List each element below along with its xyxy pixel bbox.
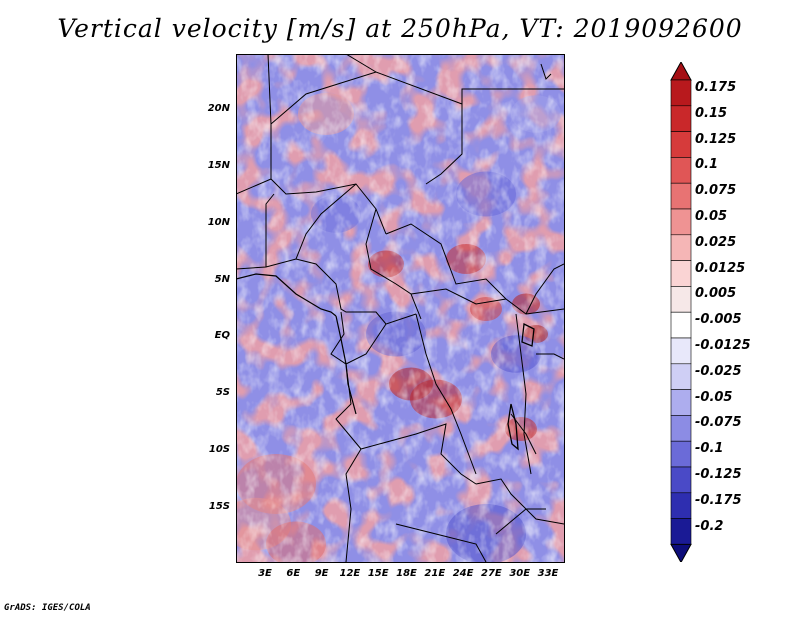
- longitude-label: 24E: [452, 568, 474, 579]
- colorbar-segment: [670, 234, 692, 261]
- colorbar-segment: [670, 131, 692, 158]
- colorbar-segment: [670, 492, 692, 519]
- longitude-label: 15E: [367, 568, 389, 579]
- longitude-label: 33E: [537, 568, 559, 579]
- colorbar-label: -0.025: [695, 363, 742, 379]
- latitude-label: 5S: [215, 387, 230, 398]
- colorbar-segment: [670, 286, 692, 313]
- colorbar: [670, 62, 692, 562]
- grads-credit: GrADS: IGES/COLA: [4, 603, 91, 613]
- colorbar-min-arrow: [670, 543, 692, 562]
- longitude-label: 9E: [314, 568, 329, 579]
- colorbar-segment: [670, 337, 692, 365]
- colorbar-label: 0.1: [695, 157, 719, 173]
- latitude-label: 10N: [207, 217, 230, 228]
- latitude-label: 10S: [208, 444, 230, 455]
- longitude-label: 27E: [481, 568, 502, 579]
- colorbar-segment: [670, 105, 692, 132]
- colorbar-segment: [670, 79, 692, 107]
- colorbar-label: 0.025: [695, 234, 737, 250]
- longitude-label: 30E: [509, 568, 531, 579]
- colorbar-label: -0.2: [695, 518, 724, 534]
- longitude-label: 6E: [286, 568, 301, 579]
- coastline-lakes: [236, 273, 535, 451]
- colorbar-label: -0.175: [695, 492, 742, 508]
- country-boundaries: [236, 54, 564, 562]
- colorbar-label: -0.075: [695, 415, 742, 431]
- colorbar-segment: [670, 440, 692, 468]
- longitude-label: 12E: [339, 568, 361, 579]
- colorbar-label: 0.15: [695, 105, 728, 121]
- colorbar-segment: [670, 260, 692, 287]
- colorbar-segment: [670, 311, 692, 339]
- map-plot-area: [236, 54, 564, 562]
- longitude-label: 3E: [258, 568, 272, 579]
- latitude-label: 20N: [207, 103, 230, 114]
- latitude-label: 5N: [214, 274, 230, 285]
- colorbar-segment: [670, 466, 692, 494]
- colorbar-label: 0.075: [695, 183, 737, 199]
- colorbar-segment: [670, 518, 692, 545]
- colorbar-label: -0.005: [695, 312, 742, 328]
- colorbar-label: 0.0125: [695, 260, 746, 276]
- colorbar-label: 0.005: [695, 286, 737, 302]
- colorbar-label: -0.125: [695, 467, 742, 482]
- colorbar-segment: [670, 363, 692, 390]
- colorbar-label: 0.05: [695, 209, 728, 224]
- longitude-label: 18E: [396, 568, 417, 579]
- colorbar-label: -0.1: [695, 441, 724, 457]
- map-title: Vertical velocity [m/s] at 250hPa, VT: 2…: [57, 14, 743, 43]
- contour-texture: [236, 54, 564, 562]
- colorbar-label: 0.125: [695, 131, 737, 147]
- longitude-label: 21E: [424, 568, 446, 579]
- colorbar-max-arrow: [670, 62, 692, 81]
- colorbar-segment: [670, 208, 692, 236]
- colorbar-segment: [670, 182, 692, 210]
- colorbar-segment: [670, 389, 692, 416]
- latitude-label: EQ: [214, 330, 230, 341]
- latitude-label: 15N: [207, 160, 230, 171]
- latitude-label: 15S: [208, 501, 230, 512]
- vertical-velocity-field: [236, 54, 564, 562]
- colorbar-label: -0.0125: [695, 338, 751, 353]
- colorbar-label: 0.175: [695, 80, 737, 95]
- colorbar-segment: [670, 157, 692, 184]
- colorbar-segment: [670, 415, 692, 442]
- colorbar-label: -0.05: [695, 389, 733, 405]
